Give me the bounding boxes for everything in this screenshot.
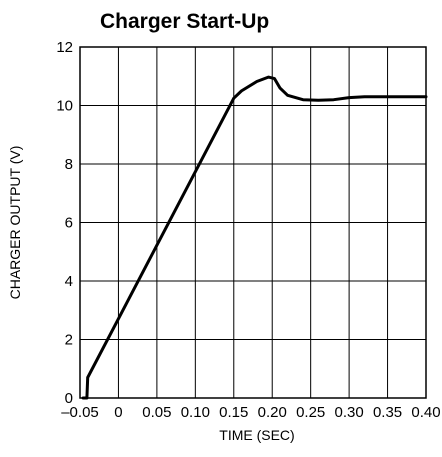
x-tick-label: 0.30 bbox=[335, 404, 364, 421]
chart-title: Charger Start-Up bbox=[100, 10, 269, 33]
x-tick-label: 0.35 bbox=[373, 404, 402, 421]
y-tick-label: 2 bbox=[65, 332, 73, 349]
x-tick-label: 0.40 bbox=[411, 404, 440, 421]
y-tick-label: 4 bbox=[65, 273, 73, 290]
x-tick-label: 0.05 bbox=[142, 404, 171, 421]
y-tick-labels: 0 2 4 6 8 10 12 bbox=[56, 39, 73, 407]
y-axis-label: CHARGER OUTPUT (V) bbox=[7, 146, 23, 300]
series-line bbox=[81, 75, 428, 400]
plot-frame bbox=[79, 46, 427, 399]
x-tick-label: 0 bbox=[114, 404, 122, 421]
x-tick-label: 0.25 bbox=[296, 404, 325, 421]
y-tick-label: 6 bbox=[65, 215, 73, 232]
y-tick-label: 10 bbox=[56, 98, 73, 115]
x-tick-label: –0.05 bbox=[61, 404, 99, 421]
y-tick-label: 0 bbox=[65, 390, 73, 407]
x-tick-label: 0.20 bbox=[258, 404, 287, 421]
x-tick-label: 0.10 bbox=[181, 404, 210, 421]
y-tick-label: 8 bbox=[65, 156, 73, 173]
x-axis-label: TIME (SEC) bbox=[219, 427, 294, 443]
x-tick-labels: –0.05 0 0.05 0.10 0.15 0.20 0.25 0.30 0.35 0.40 bbox=[61, 404, 440, 421]
x-tick-label: 0.15 bbox=[219, 404, 248, 421]
grid bbox=[79, 46, 427, 399]
y-tick-label: 12 bbox=[56, 39, 73, 56]
